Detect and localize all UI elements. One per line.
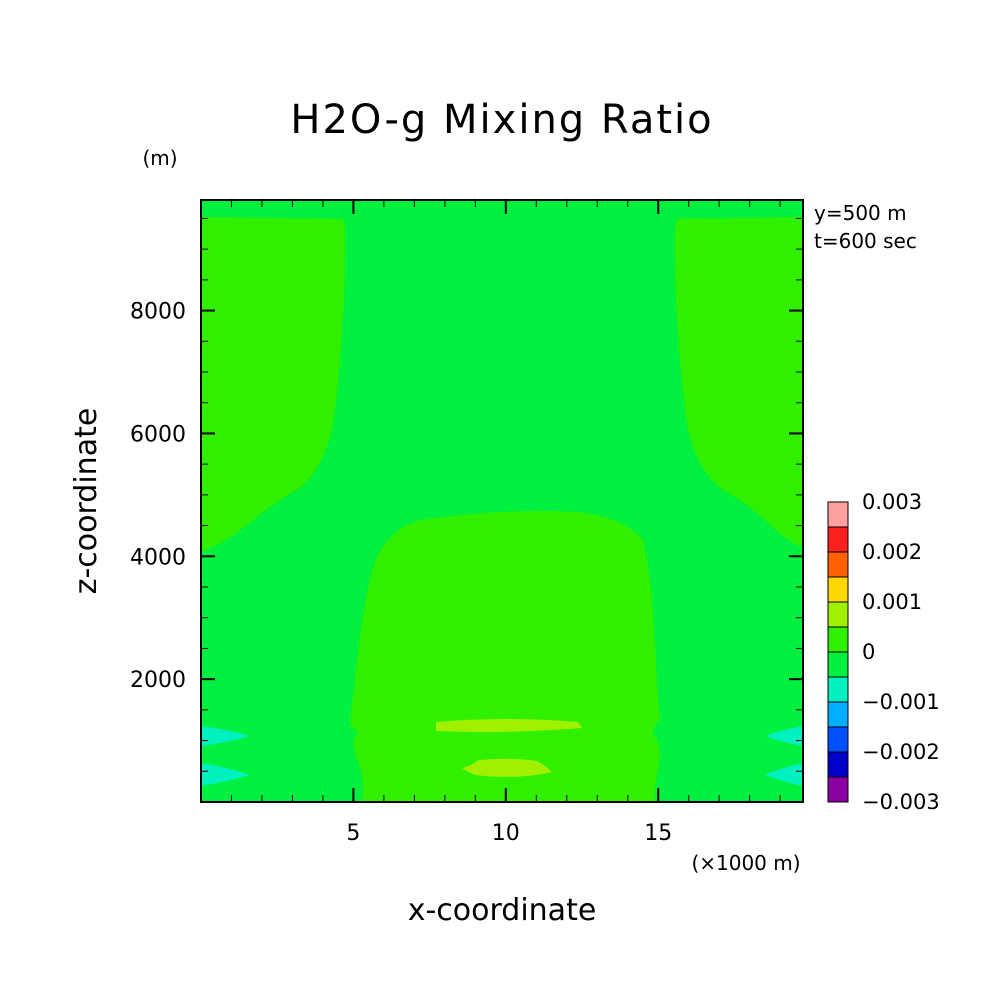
colorbar-swatch xyxy=(827,501,849,528)
annotation-time: t=600 sec xyxy=(814,229,917,253)
y-tick-label: 2000 xyxy=(130,668,186,693)
region-right-neg-1100m xyxy=(765,726,803,746)
x-tick-labels: 5 10 15 xyxy=(346,821,672,846)
colorbar-label: −0.002 xyxy=(862,740,940,764)
colorbar-labels: 0.003 0.002 0.001 0 −0.001 −0.002 −0.003 xyxy=(862,490,940,814)
colorbar-label: 0.001 xyxy=(862,590,922,614)
region-left-neg-450m xyxy=(201,763,250,786)
colorbar-label: 0 xyxy=(862,640,875,664)
x-unit-label: (×1000 m) xyxy=(691,851,800,875)
colorbar-swatch xyxy=(827,576,849,603)
y-unit-label: (m) xyxy=(142,146,177,170)
colorbar-swatch xyxy=(827,526,849,553)
plot-area xyxy=(200,199,804,803)
colorbar-swatch xyxy=(827,751,849,778)
colorbar-swatch xyxy=(827,726,849,753)
x-tick-label: 15 xyxy=(644,821,672,846)
region-upper-left xyxy=(201,217,346,552)
colorbar-swatch xyxy=(827,776,849,803)
x-axis-label: x-coordinate xyxy=(408,893,597,928)
region-upper-right xyxy=(674,217,803,548)
region-band-1300m xyxy=(436,719,582,732)
colorbar-swatch xyxy=(827,701,849,728)
chart-title: H2O-g Mixing Ratio xyxy=(290,97,713,143)
region-right-neg-450m xyxy=(765,763,803,786)
region-left-neg-1100m xyxy=(201,726,250,746)
y-axis-label: z-coordinate xyxy=(69,408,104,595)
plot-frame xyxy=(200,199,804,803)
colorbar-swatch xyxy=(827,601,849,628)
y-tick-labels: 2000 4000 6000 8000 xyxy=(130,300,186,694)
y-tick-label: 8000 xyxy=(130,300,186,325)
y-tick-label: 6000 xyxy=(130,422,186,447)
colorbar-label: 0.003 xyxy=(862,490,922,514)
colorbar-swatch xyxy=(827,626,849,653)
annotation-y-position: y=500 m xyxy=(814,201,907,225)
major-ticks xyxy=(201,200,803,802)
colorbar-label: −0.003 xyxy=(862,790,940,814)
colorbar-swatch xyxy=(827,651,849,678)
colorbar xyxy=(827,501,849,803)
colorbar-label: −0.001 xyxy=(862,690,940,714)
x-tick-label: 10 xyxy=(492,821,520,846)
region-central-lower xyxy=(350,511,660,802)
x-tick-label: 5 xyxy=(346,821,360,846)
y-tick-label: 4000 xyxy=(130,545,186,570)
colorbar-label: 0.002 xyxy=(862,540,922,564)
colorbar-swatch xyxy=(827,551,849,578)
region-band-500m xyxy=(462,758,552,777)
colorbar-swatch xyxy=(827,676,849,703)
